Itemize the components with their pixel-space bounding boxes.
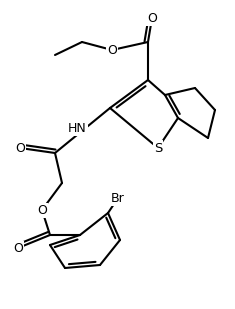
Text: O: O — [147, 11, 157, 24]
Text: O: O — [13, 242, 23, 255]
Text: Br: Br — [111, 192, 125, 205]
Text: O: O — [37, 204, 47, 217]
Text: S: S — [154, 142, 162, 154]
Text: O: O — [107, 44, 117, 57]
Text: HN: HN — [68, 122, 87, 135]
Text: O: O — [15, 142, 25, 154]
